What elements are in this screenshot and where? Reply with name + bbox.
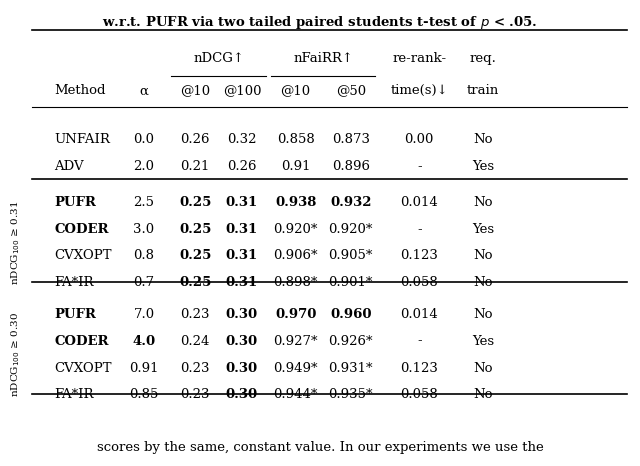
Text: 0.30: 0.30 (226, 362, 258, 375)
Text: No: No (474, 388, 493, 401)
Text: 2.0: 2.0 (134, 160, 154, 173)
Text: -: - (417, 335, 422, 348)
Text: train: train (467, 84, 499, 97)
Text: 0.970: 0.970 (275, 308, 316, 321)
Text: 0.058: 0.058 (401, 276, 438, 289)
Text: 0.920*: 0.920* (273, 223, 318, 236)
Text: 0.24: 0.24 (180, 335, 210, 348)
Text: 0.949*: 0.949* (273, 362, 318, 375)
Text: 0.25: 0.25 (179, 196, 211, 209)
Text: No: No (474, 196, 493, 209)
Text: 0.123: 0.123 (400, 362, 438, 375)
Text: req.: req. (470, 52, 497, 65)
Text: 0.25: 0.25 (179, 249, 211, 262)
Text: time(s)↓: time(s)↓ (390, 84, 448, 97)
Text: Method: Method (54, 84, 106, 97)
Text: 0.31: 0.31 (226, 276, 258, 289)
Text: Yes: Yes (472, 160, 494, 173)
Text: 0.30: 0.30 (226, 308, 258, 321)
Text: No: No (474, 308, 493, 321)
Text: 0.26: 0.26 (227, 160, 257, 173)
Text: UNFAIR: UNFAIR (54, 133, 110, 146)
Text: 0.25: 0.25 (179, 223, 211, 236)
Text: 0.901*: 0.901* (328, 276, 373, 289)
Text: @10: @10 (280, 84, 311, 97)
Text: 0.32: 0.32 (227, 133, 257, 146)
Text: 0.926*: 0.926* (328, 335, 373, 348)
Text: 0.23: 0.23 (180, 308, 210, 321)
Text: 0.123: 0.123 (400, 249, 438, 262)
Text: 0.30: 0.30 (226, 388, 258, 401)
Text: nDCG↑: nDCG↑ (193, 52, 244, 65)
Text: nFaiRR↑: nFaiRR↑ (293, 52, 353, 65)
Text: @50: @50 (335, 84, 366, 97)
Text: -: - (417, 160, 422, 173)
Text: 0.858: 0.858 (277, 133, 314, 146)
Text: 0.927*: 0.927* (273, 335, 318, 348)
Text: 0.23: 0.23 (180, 362, 210, 375)
Text: CVXOPT: CVXOPT (54, 362, 112, 375)
Text: 0.25: 0.25 (179, 276, 211, 289)
Text: 0.8: 0.8 (134, 249, 154, 262)
Text: 0.23: 0.23 (180, 388, 210, 401)
Text: No: No (474, 276, 493, 289)
Text: FA*IR: FA*IR (54, 276, 94, 289)
Text: @100: @100 (223, 84, 261, 97)
Text: 0.26: 0.26 (180, 133, 210, 146)
Text: 0.00: 0.00 (404, 133, 434, 146)
Text: 0.91: 0.91 (281, 160, 310, 173)
Text: nDCG$_{100}$ ≥ 0.31: nDCG$_{100}$ ≥ 0.31 (10, 200, 22, 285)
Text: α: α (140, 84, 148, 97)
Text: CVXOPT: CVXOPT (54, 249, 112, 262)
Text: No: No (474, 249, 493, 262)
Text: 0.91: 0.91 (129, 362, 159, 375)
Text: w.r.t. PUFR via two tailed paired students t-test of $p$ < .05.: w.r.t. PUFR via two tailed paired studen… (102, 14, 538, 31)
Text: 0.905*: 0.905* (328, 249, 373, 262)
Text: 0.014: 0.014 (401, 196, 438, 209)
Text: FA*IR: FA*IR (54, 388, 94, 401)
Text: 0.85: 0.85 (129, 388, 159, 401)
Text: 0.896: 0.896 (332, 160, 370, 173)
Text: Yes: Yes (472, 335, 494, 348)
Text: 0.31: 0.31 (226, 223, 258, 236)
Text: 0.873: 0.873 (332, 133, 370, 146)
Text: 0.920*: 0.920* (328, 223, 373, 236)
Text: No: No (474, 133, 493, 146)
Text: 0.31: 0.31 (226, 249, 258, 262)
Text: 0.0: 0.0 (134, 133, 154, 146)
Text: 0.7: 0.7 (133, 276, 155, 289)
Text: ADV: ADV (54, 160, 84, 173)
Text: PUFR: PUFR (54, 196, 96, 209)
Text: 0.058: 0.058 (401, 388, 438, 401)
Text: @10: @10 (180, 84, 211, 97)
Text: 0.938: 0.938 (275, 196, 316, 209)
Text: CODER: CODER (54, 335, 109, 348)
Text: Yes: Yes (472, 223, 494, 236)
Text: 0.932: 0.932 (330, 196, 371, 209)
Text: No: No (474, 362, 493, 375)
Text: 0.906*: 0.906* (273, 249, 318, 262)
Text: 7.0: 7.0 (133, 308, 155, 321)
Text: 0.960: 0.960 (330, 308, 371, 321)
Text: 3.0: 3.0 (133, 223, 155, 236)
Text: scores by the same, constant value. In our experiments we use the: scores by the same, constant value. In o… (97, 441, 543, 454)
Text: 0.931*: 0.931* (328, 362, 373, 375)
Text: 0.014: 0.014 (401, 308, 438, 321)
Text: 0.30: 0.30 (226, 335, 258, 348)
Text: 4.0: 4.0 (132, 335, 156, 348)
Text: 2.5: 2.5 (134, 196, 154, 209)
Text: nDCG$_{100}$ ≥ 0.30: nDCG$_{100}$ ≥ 0.30 (10, 312, 22, 397)
Text: CODER: CODER (54, 223, 109, 236)
Text: -: - (417, 223, 422, 236)
Text: 0.31: 0.31 (226, 196, 258, 209)
Text: 0.944*: 0.944* (273, 388, 318, 401)
Text: 0.898*: 0.898* (273, 276, 318, 289)
Text: 0.21: 0.21 (180, 160, 210, 173)
Text: re-rank-: re-rank- (392, 52, 446, 65)
Text: PUFR: PUFR (54, 308, 96, 321)
Text: 0.935*: 0.935* (328, 388, 373, 401)
